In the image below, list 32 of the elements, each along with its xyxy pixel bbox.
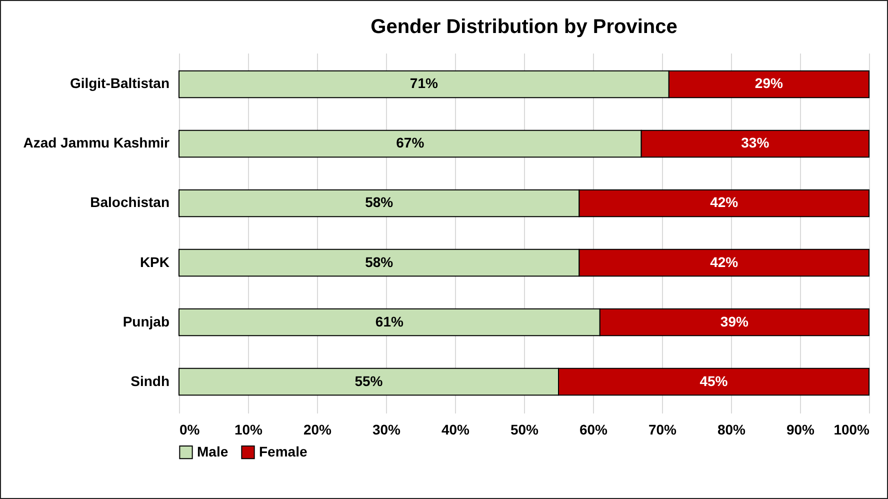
data-label: 58% — [365, 194, 394, 210]
x-tick-label: 80% — [717, 422, 746, 438]
x-tick-label: 90% — [786, 422, 816, 438]
data-label: 55% — [354, 372, 384, 389]
data-label: 45% — [700, 372, 728, 389]
x-tick-label: 70% — [648, 422, 678, 438]
data-label: 29% — [754, 75, 784, 92]
data-label: 33% — [741, 134, 770, 151]
y-tick-label: KPK — [140, 254, 170, 270]
y-tick-label: Azad Jammu Kashmir — [23, 134, 170, 151]
data-label: 71% — [410, 75, 439, 92]
x-tick-label: 0% — [180, 422, 200, 438]
legend-label: Female — [259, 443, 308, 460]
y-tick-label: Sindh — [130, 372, 170, 389]
legend-label: Male — [197, 443, 228, 460]
y-tick-label: Gilgit-Baltistan — [70, 75, 170, 92]
x-tick-label: 100% — [834, 422, 870, 438]
data-label: 39% — [720, 313, 750, 330]
x-tick-label: 50% — [510, 422, 540, 438]
x-tick-label: 10% — [234, 422, 264, 438]
x-tick-label: 60% — [579, 422, 608, 438]
y-tick-label: Balochistan — [90, 194, 170, 210]
x-tick-label: 40% — [441, 422, 470, 438]
data-label: 67% — [396, 134, 425, 151]
x-tick-label: 30% — [372, 422, 402, 438]
chart-title: Gender Distribution by Province — [370, 16, 678, 38]
x-tick-label: 20% — [303, 422, 332, 438]
y-tick-label: Punjab — [122, 313, 170, 330]
data-label: 42% — [710, 254, 739, 270]
data-label: 42% — [710, 194, 739, 210]
data-label: 58% — [365, 254, 394, 270]
data-label: 61% — [375, 313, 404, 330]
